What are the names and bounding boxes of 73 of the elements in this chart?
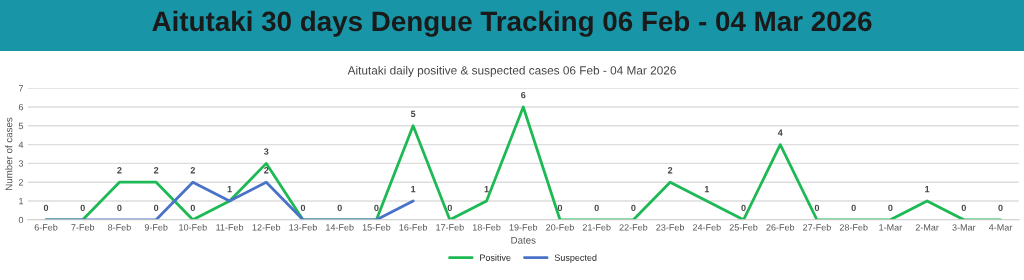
data-label: 0 [851, 204, 856, 212]
data-label: 0 [741, 204, 746, 212]
data-label: 2 [153, 167, 159, 174]
legend-label: Suspected [554, 254, 597, 263]
x-tick-label: 18-Feb [472, 223, 501, 231]
data-label: 1 [484, 185, 489, 193]
y-tick-label: 4 [18, 141, 24, 148]
x-tick-label: 15-Feb [362, 223, 391, 231]
x-tick-label: 3-Mar [952, 224, 976, 231]
x-tick-label: 6-Feb [34, 223, 58, 231]
data-label: 2 [667, 167, 673, 174]
data-label: 0 [814, 204, 820, 212]
data-label: 0 [374, 204, 379, 212]
x-tick-label: 11-Feb [216, 223, 244, 231]
y-tick-label: 7 [18, 85, 24, 92]
x-tick-label: 19-Feb [509, 223, 538, 231]
data-label: 3 [263, 148, 269, 155]
x-tick-label: 14-Feb [326, 223, 354, 231]
y-tick-label: 6 [18, 103, 24, 111]
y-tick-label: 5 [18, 122, 24, 130]
data-label: 0 [337, 204, 342, 212]
y-tick-label: 1 [19, 198, 24, 205]
data-label: 0 [80, 204, 85, 212]
x-tick-label: 1-Mar [879, 224, 903, 231]
y-tick-label: 3 [18, 160, 24, 167]
y-axis-title: Number of cases [5, 117, 13, 190]
data-label: 5 [410, 110, 416, 118]
data-label: 1 [411, 185, 416, 193]
x-tick-label: 10-Feb [179, 223, 207, 231]
y-tick-label: 0 [18, 216, 24, 224]
data-label: 4 [777, 129, 783, 136]
data-label: 0 [594, 204, 599, 212]
data-label: 0 [300, 204, 306, 212]
data-label: 1 [227, 185, 232, 193]
x-tick-label: 28-Feb [839, 223, 868, 231]
legend-label: Positive [480, 254, 511, 261]
x-axis-title: Dates [511, 236, 536, 244]
chart-title: Aitutaki 30 days Dengue Tracking 06 Feb - 04 Mar 2026 [152, 10, 872, 37]
x-tick-label: 13-Feb [289, 223, 317, 231]
x-tick-label: 16-Feb [399, 223, 428, 231]
data-label: 1 [925, 185, 930, 193]
x-tick-label: 12-Feb [252, 223, 281, 231]
x-tick-label: 25-Feb [729, 223, 758, 231]
x-tick-label: 27-Feb [803, 223, 831, 231]
x-tick-label: 22-Feb [619, 223, 648, 231]
x-tick-label: 9-Feb [144, 223, 168, 231]
data-label: 0 [557, 204, 563, 212]
x-tick-label: 26-Feb [766, 223, 795, 231]
data-label: 2 [264, 167, 269, 174]
chart-subtitle: Aitutaki daily positive & suspected cases 06 Feb - 04 Mar 2026 [347, 65, 676, 77]
y-tick-label: 2 [18, 179, 24, 186]
data-label: 0 [153, 204, 159, 212]
x-tick-label: 20-Feb [546, 223, 574, 231]
data-label: 0 [998, 204, 1003, 212]
x-tick-label: 24-Feb [692, 223, 721, 231]
x-tick-label: 2-Mar [915, 224, 939, 231]
data-label: 2 [117, 167, 122, 174]
data-label: 0 [117, 204, 122, 212]
data-label: 0 [190, 204, 195, 212]
x-tick-label: 7-Feb [71, 223, 95, 231]
x-tick-label: 21-Feb [582, 223, 611, 231]
x-tick-label: 23-Feb [656, 223, 685, 231]
data-label: 0 [43, 204, 49, 212]
x-tick-label: 17-Feb [436, 223, 464, 231]
data-label: 0 [961, 204, 966, 212]
data-label: 2 [190, 167, 195, 174]
data-label: 6 [521, 91, 526, 99]
data-label: 0 [888, 204, 893, 212]
x-tick-label: 8-Feb [108, 223, 131, 231]
x-tick-label: 4-Mar [988, 224, 1013, 231]
data-label: 0 [631, 204, 636, 212]
data-label: 0 [447, 204, 452, 212]
data-label: 1 [704, 185, 710, 193]
